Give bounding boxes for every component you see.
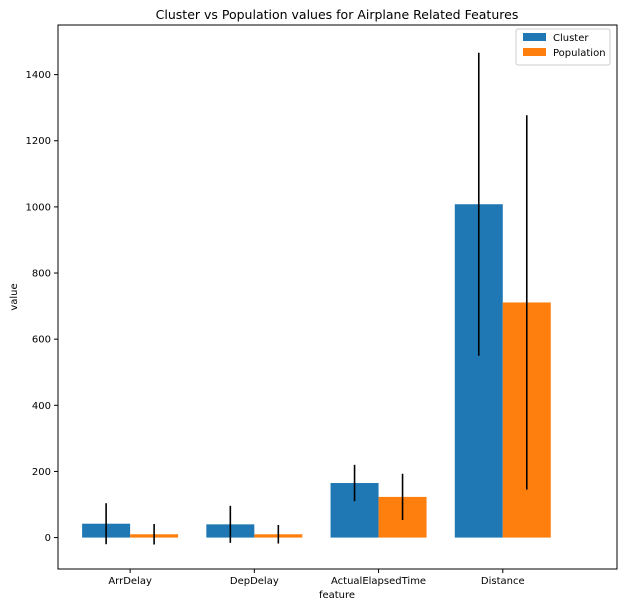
y-tick-label: 600 [32, 335, 51, 346]
y-tick-label: 1200 [26, 136, 51, 147]
x-tick-label: DepDelay [230, 576, 279, 587]
x-tick-label: Distance [481, 576, 525, 587]
x-tick-label: ArrDelay [108, 576, 152, 587]
legend-label-population: Population [553, 48, 606, 59]
y-tick-label: 0 [45, 533, 51, 544]
plot-frame [57, 24, 618, 570]
error-bars-layer [105, 52, 528, 545]
y-tick-label: 1400 [26, 70, 51, 81]
legend-swatch-cluster [523, 33, 546, 41]
y-tick-label: 400 [32, 401, 51, 412]
x-axis-label: feature [319, 590, 355, 601]
x-axis: ArrDelay DepDelay ActualElapsedTime Distanc… [108, 569, 525, 587]
legend-swatch-population [523, 48, 546, 56]
legend-label-cluster: Cluster [553, 33, 589, 44]
legend: Cluster Population [515, 28, 611, 66]
y-tick-label: 800 [32, 269, 51, 280]
chart-title: Cluster vs Population values for Airplan… [156, 7, 519, 22]
y-tick-label: 1000 [26, 202, 51, 213]
y-tick-label: 200 [32, 467, 51, 478]
y-axis: 0 200 400 600 800 1000 1200 1400 [26, 70, 58, 544]
bars-layer [82, 204, 551, 538]
y-axis-label: value [9, 283, 20, 310]
x-tick-label: ActualElapsedTime [331, 576, 426, 587]
